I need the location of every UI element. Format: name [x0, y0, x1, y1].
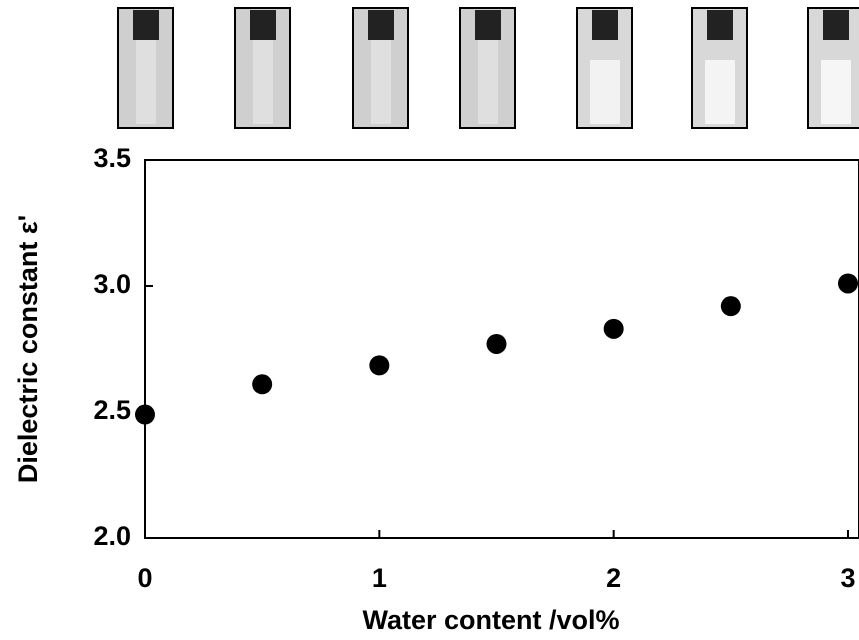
data-point	[135, 404, 155, 425]
vial-photo	[691, 7, 748, 129]
data-point	[486, 333, 507, 354]
y-tick-label: 3.0	[93, 269, 131, 299]
vial-photo	[117, 7, 174, 129]
y-tick-label: 2.5	[93, 395, 131, 425]
x-tick-label: 1	[372, 563, 387, 593]
vial-photo	[352, 7, 409, 129]
vial-photo	[807, 7, 859, 129]
x-tick-label: 2	[606, 563, 621, 593]
data-point	[720, 296, 741, 317]
x-tick-label: 3	[840, 563, 855, 593]
y-tick-label: 3.5	[93, 143, 131, 173]
y-tick-label: 2.0	[93, 521, 131, 551]
plot-frame	[144, 159, 859, 539]
y-axis-label: Dielectric constant ε'	[13, 215, 43, 483]
x-axis-label: Water content /vol%	[362, 605, 619, 635]
vial-photo	[459, 7, 516, 129]
vial-photo	[576, 7, 633, 129]
vial-photos	[117, 7, 859, 129]
data-point	[369, 355, 390, 376]
data-point	[838, 273, 858, 294]
vial-photo	[234, 7, 291, 129]
data-point	[252, 374, 273, 395]
x-tick-label: 0	[137, 563, 152, 593]
data-point	[603, 318, 624, 339]
